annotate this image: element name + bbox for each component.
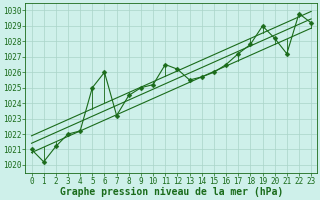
X-axis label: Graphe pression niveau de la mer (hPa): Graphe pression niveau de la mer (hPa) [60, 187, 283, 197]
